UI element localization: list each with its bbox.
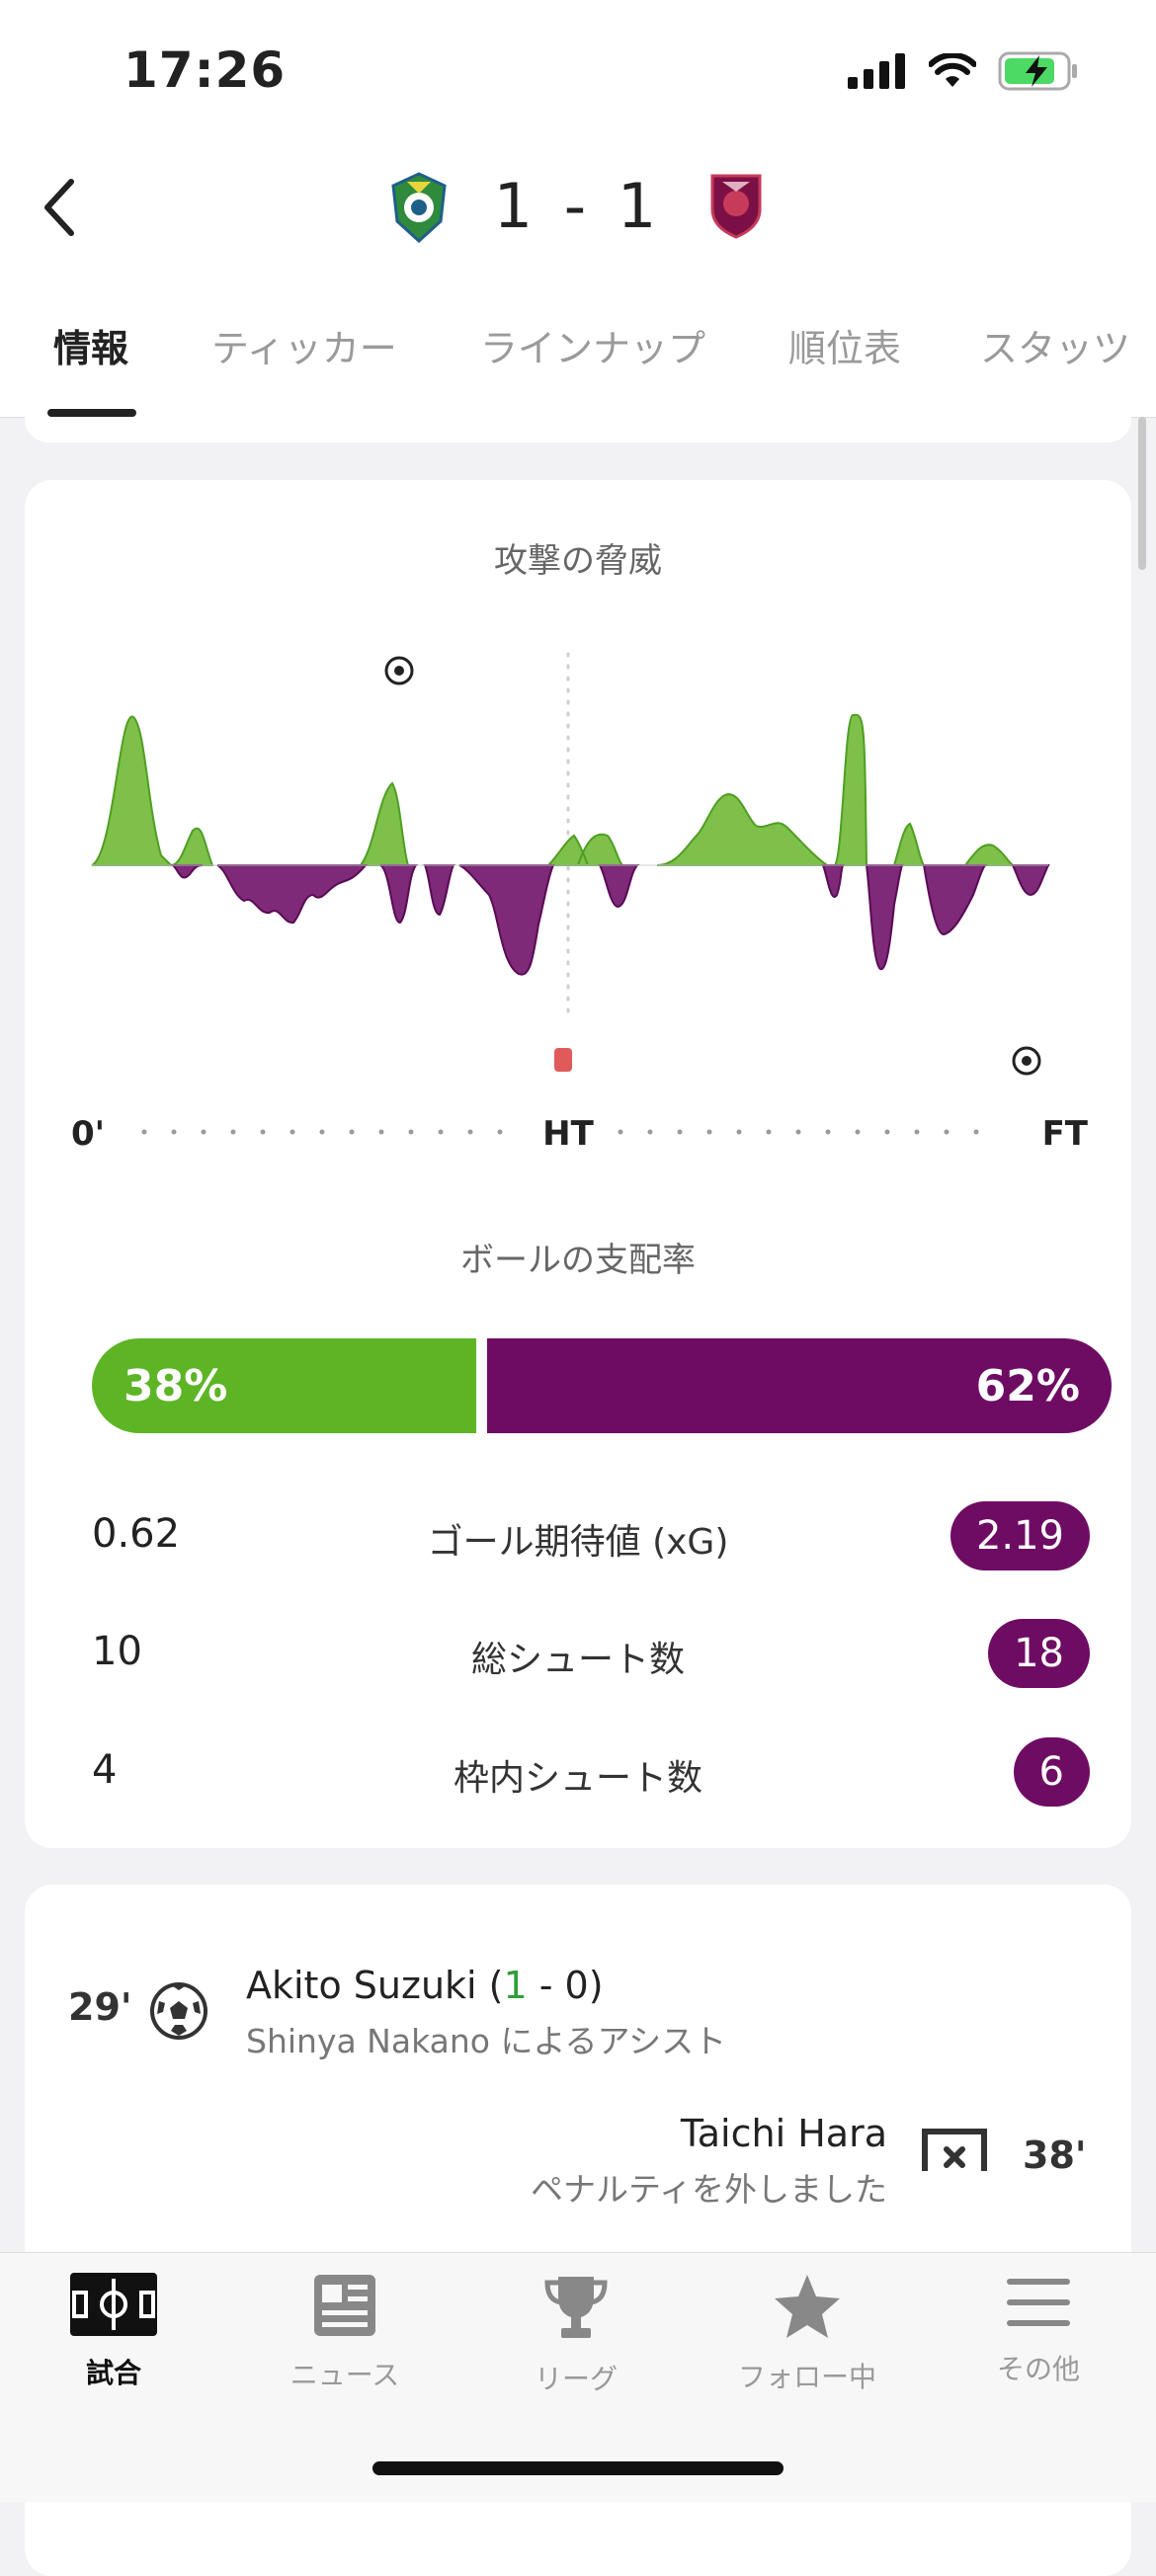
nav-matches[interactable]: 試合 [15, 2273, 212, 2391]
stat-label: 枠内シュート数 [453, 1758, 702, 1799]
red-card-marker [554, 1048, 572, 1072]
match-score: 1 - 1 [493, 170, 663, 242]
timeline-ft-label: FT [1042, 1114, 1089, 1154]
back-button[interactable] [20, 168, 99, 247]
nav-label: リーグ [534, 2363, 618, 2395]
event-score-open: ( [476, 1964, 504, 2007]
stat-row-shots-on-target: 4 枠内シュート数 6 [25, 1737, 1131, 1807]
trophy-icon [544, 2277, 608, 2338]
event-assist: Shinya Nakano によるアシスト [246, 2022, 727, 2060]
tab-ticker[interactable]: ティッカー [211, 327, 397, 370]
tab-info[interactable]: 情報 [53, 327, 129, 370]
away-possession-value: 62% [975, 1360, 1080, 1411]
missed-penalty-icon [922, 2129, 987, 2171]
nav-following[interactable]: フォロー中 [708, 2273, 906, 2395]
stat-away-badge: 18 [988, 1619, 1090, 1688]
status-bar: 17:26 [0, 0, 1156, 148]
timeline-ht-label: HT [542, 1114, 594, 1154]
home-momentum-area [91, 713, 1016, 867]
nav-leagues[interactable]: リーグ [477, 2273, 675, 2397]
stat-away-badge: 2.19 [950, 1501, 1090, 1570]
away-possession-bar: 62% [487, 1338, 1112, 1433]
event-player: Akito Suzuki [246, 1964, 477, 2007]
stat-home-value: 10 [92, 1629, 142, 1674]
home-indicator[interactable] [372, 2461, 784, 2475]
event-minute: 29' [68, 1985, 132, 2029]
home-possession-bar: 38% [92, 1338, 476, 1433]
match-header: 1 - 1 [0, 148, 1156, 277]
stat-home-value: 4 [92, 1747, 118, 1793]
previous-card [25, 417, 1131, 443]
menu-icon [1007, 2279, 1070, 2326]
attack-momentum-chart: 0' HT FT [71, 652, 1089, 1154]
star-icon [775, 2275, 840, 2338]
event-score-home: 1 [503, 1964, 528, 2007]
stat-row-total-shots: 10 総シュート数 18 [25, 1619, 1131, 1688]
battery-icon [998, 51, 1077, 91]
chevron-left-icon [44, 179, 74, 236]
home-team-crest-icon[interactable] [387, 172, 451, 243]
status-icons [848, 51, 1079, 91]
event-description: ペナルティを外しました [530, 2170, 887, 2209]
stat-home-value: 0.62 [92, 1511, 181, 1557]
tab-stats[interactable]: スタッツ [980, 327, 1131, 370]
nav-label: フォロー中 [737, 2361, 876, 2393]
stat-label: ゴール期待値 (xG) [427, 1522, 729, 1563]
signal-icon [848, 53, 905, 89]
home-goal-marker [384, 656, 414, 685]
bottom-navigation: 試合 ニュース リーグ フォロー中 [0, 2252, 1156, 2502]
away-goal-marker [1012, 1046, 1041, 1076]
timeline-dots [141, 1129, 979, 1135]
status-time: 17:26 [124, 41, 287, 99]
away-team-crest-icon[interactable] [708, 170, 764, 239]
nav-label: ニュース [289, 2359, 400, 2391]
wifi-icon [929, 53, 976, 87]
soccer-ball-icon [150, 1982, 207, 2040]
possession-title: ボールの支配率 [460, 1241, 696, 1280]
momentum-title: 攻撃の脅威 [494, 541, 662, 581]
pitch-icon [70, 2273, 157, 2336]
scrollbar[interactable] [1138, 417, 1146, 570]
timeline-start-label: 0' [71, 1114, 105, 1154]
event-player-name: Akito Suzuki (1 - 0) [246, 1964, 604, 2007]
news-icon [314, 2275, 375, 2336]
nav-news[interactable]: ニュース [246, 2273, 444, 2393]
away-momentum-area [170, 864, 1050, 976]
event-player-name: Taichi Hara [680, 2112, 887, 2155]
match-tabs: 情報 ティッカー ラインナップ 順位表 スタッツ [0, 277, 1156, 418]
stat-row-xg: 0.62 ゴール期待値 (xG) 2.19 [25, 1501, 1131, 1570]
active-tab-underline [47, 409, 136, 417]
tab-standings[interactable]: 順位表 [788, 327, 902, 370]
nav-more[interactable]: その他 [940, 2273, 1137, 2387]
nav-label: その他 [996, 2353, 1080, 2385]
home-possession-value: 38% [124, 1360, 228, 1411]
nav-label: 試合 [85, 2357, 141, 2389]
stats-card: 攻撃の脅威 [25, 480, 1131, 1848]
event-score-rest: - 0) [527, 1964, 604, 2007]
stat-label: 総シュート数 [470, 1640, 685, 1680]
event-minute: 38' [1023, 2133, 1087, 2177]
stat-away-badge: 6 [1013, 1737, 1090, 1807]
tab-lineup[interactable]: ラインナップ [480, 327, 706, 370]
